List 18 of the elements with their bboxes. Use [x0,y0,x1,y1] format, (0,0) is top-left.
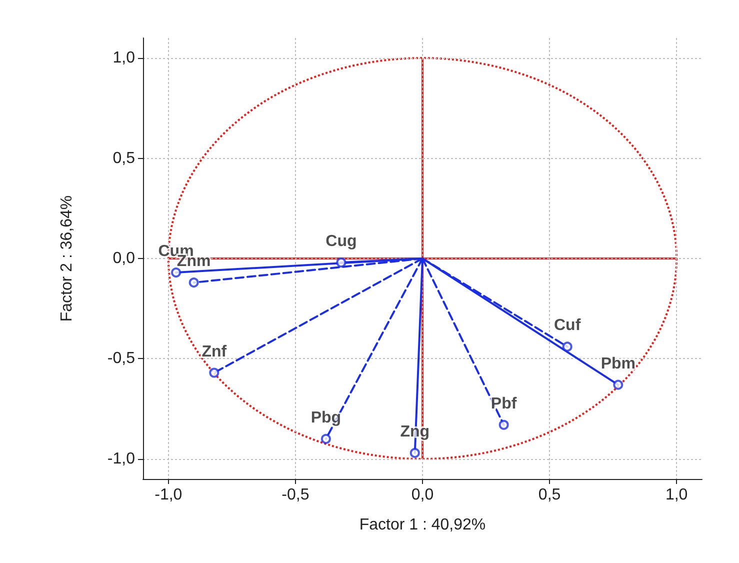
y-axis-title: Factor 2 : 36,64% [58,195,76,322]
y-tick-label: -1,0 [107,450,136,468]
data-label: Cug [326,233,357,250]
x-tick-label: -0,5 [282,486,310,504]
x-tick-label: 0,0 [411,486,434,504]
data-label: Pbf [490,395,518,412]
x-tick-label: 0,5 [538,486,561,504]
data-label: Pbg [310,409,342,426]
x-tick-label: -1,0 [154,486,182,504]
x-axis-title: Factor 1 : 40,92% [359,516,486,534]
y-tick-label: -0,5 [107,350,136,368]
data-label: Znf [202,343,228,360]
y-tick-label: 0,0 [112,250,136,267]
data-label: Cuf [554,317,582,334]
x-tick-label: 1,0 [665,486,688,504]
y-tick-label: 1,0 [112,50,136,67]
y-tick-label: 0,5 [112,150,136,167]
data-label: Pbm [600,355,636,372]
